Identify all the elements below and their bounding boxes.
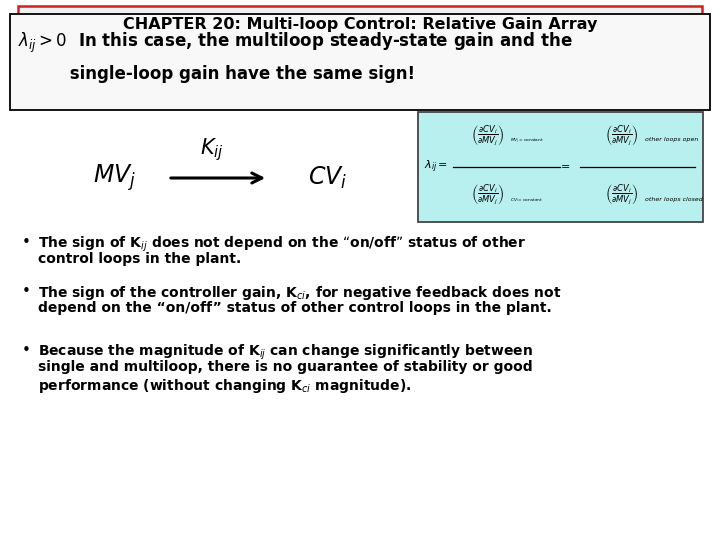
Text: performance (without changing K$_{ci}$ magnitude).: performance (without changing K$_{ci}$ m… xyxy=(38,377,411,395)
Text: $\left(\dfrac{\partial CV_i}{\partial MV_j}\right)$: $\left(\dfrac{\partial CV_i}{\partial MV… xyxy=(606,183,639,207)
Text: CHAPTER 20: Multi-loop Control: Relative Gain Array: CHAPTER 20: Multi-loop Control: Relative… xyxy=(123,17,597,32)
Text: $K_{ij}$: $K_{ij}$ xyxy=(200,137,224,164)
Text: Because the magnitude of K$_{ij}$ can change significantly between: Because the magnitude of K$_{ij}$ can ch… xyxy=(38,343,533,362)
Text: •: • xyxy=(22,284,31,299)
Text: depend on the “on/off” status of other control loops in the plant.: depend on the “on/off” status of other c… xyxy=(38,301,552,315)
Text: $\lambda_{ij} =$: $\lambda_{ij} =$ xyxy=(424,159,448,175)
Text: $MV_j$: $MV_j$ xyxy=(94,163,137,193)
Text: $\left(\dfrac{\partial CV_i}{\partial MV_j}\right)$: $\left(\dfrac{\partial CV_i}{\partial MV… xyxy=(472,183,505,207)
Text: other loops open: other loops open xyxy=(645,138,698,143)
Bar xyxy=(10,14,710,110)
Bar xyxy=(18,6,702,46)
Text: $\left(\dfrac{\partial CV_i}{\partial MV_j}\right)$: $\left(\dfrac{\partial CV_i}{\partial MV… xyxy=(606,124,639,148)
Text: =: = xyxy=(560,162,570,172)
Text: $\left(\dfrac{\partial CV_i}{\partial MV_j}\right)$: $\left(\dfrac{\partial CV_i}{\partial MV… xyxy=(472,124,505,148)
Text: other loops closed: other loops closed xyxy=(645,198,703,202)
Text: single and multiloop, there is no guarantee of stability or good: single and multiloop, there is no guaran… xyxy=(38,360,533,374)
Text: •: • xyxy=(22,343,31,358)
Text: •: • xyxy=(22,235,31,250)
Text: $_{MV_j=\mathrm{constant}}$: $_{MV_j=\mathrm{constant}}$ xyxy=(510,136,544,146)
Text: $\lambda_{ij} > 0$  In this case, the multiloop steady-state gain and the: $\lambda_{ij} > 0$ In this case, the mul… xyxy=(18,31,572,55)
Text: $_{CV_i=\mathrm{constant}}$: $_{CV_i=\mathrm{constant}}$ xyxy=(510,196,544,204)
Text: single-loop gain have the same sign!: single-loop gain have the same sign! xyxy=(18,65,415,83)
Text: The sign of K$_{ij}$ does not depend on the “on/off” status of other: The sign of K$_{ij}$ does not depend on … xyxy=(38,235,526,254)
Text: $CV_i$: $CV_i$ xyxy=(308,165,348,191)
Text: The sign of the controller gain, K$_{ci}$, for negative feedback does not: The sign of the controller gain, K$_{ci}… xyxy=(38,284,562,302)
Bar xyxy=(418,112,703,222)
Text: control loops in the plant.: control loops in the plant. xyxy=(38,252,241,266)
